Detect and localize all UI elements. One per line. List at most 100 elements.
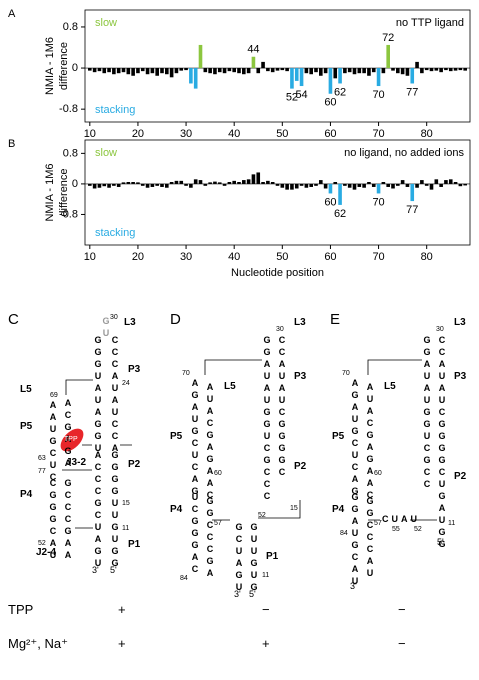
strand: AGAUGCUCAG <box>350 378 360 498</box>
position-number: 11 <box>122 525 130 532</box>
strand: CCCAUAUCCA <box>110 335 120 455</box>
bar <box>184 68 188 71</box>
annotation: no ligand, no added ions <box>344 147 464 159</box>
panel-letter: D <box>170 311 181 328</box>
connector <box>204 359 301 521</box>
bar <box>179 180 184 184</box>
bar <box>208 182 212 184</box>
bar <box>400 180 405 184</box>
end-label: 5' <box>110 565 117 575</box>
bar <box>367 182 371 184</box>
bar <box>319 68 323 76</box>
x-tick-label: 40 <box>228 251 240 263</box>
bar <box>165 183 169 188</box>
strand: ACGAGA <box>63 398 73 470</box>
helix-label: P3 <box>294 371 307 382</box>
bar <box>290 183 294 190</box>
x-tick-label: 40 <box>228 128 240 140</box>
x-tick-label: 60 <box>324 251 336 263</box>
bar <box>391 68 395 71</box>
bar <box>309 183 313 187</box>
strand: AGAUGCUCAG <box>190 378 200 498</box>
x-tick-label: 10 <box>84 251 96 263</box>
helix-label: P2 <box>454 471 467 482</box>
helix-label: L5 <box>20 384 32 395</box>
bar <box>391 183 395 189</box>
y-axis-label: NMIA - 1M6 <box>44 163 56 221</box>
y-tick-label: 0 <box>72 62 78 74</box>
position-number: 52 <box>38 540 46 547</box>
y-tick-label: 0.8 <box>63 147 78 159</box>
bar <box>338 68 342 84</box>
position-number: 11 <box>262 572 270 579</box>
bar <box>203 183 208 186</box>
bar-annotation: 44 <box>247 44 259 56</box>
bar <box>458 68 463 71</box>
bar <box>285 183 289 190</box>
condition-state: + <box>118 636 126 651</box>
bar <box>217 182 222 184</box>
bar <box>458 183 463 187</box>
bar <box>405 68 410 76</box>
bar <box>169 68 174 78</box>
strand: GGCCCGA <box>205 496 215 580</box>
bar <box>107 183 111 188</box>
bar <box>439 68 443 73</box>
helix-label: P5 <box>20 421 33 432</box>
bar <box>174 180 179 184</box>
bar <box>189 68 193 84</box>
bar <box>121 182 126 184</box>
plot-frame <box>84 9 471 123</box>
bar <box>126 68 131 75</box>
condition-state: + <box>262 636 270 651</box>
panel-letter: C <box>8 311 19 328</box>
bar <box>280 183 285 188</box>
bar <box>323 183 328 189</box>
bar <box>343 68 347 74</box>
bar <box>424 183 429 186</box>
bar <box>155 68 159 76</box>
bar <box>203 68 208 73</box>
bar <box>246 179 251 184</box>
bar <box>256 172 261 184</box>
tpp-ligand <box>60 428 84 452</box>
bar <box>314 68 318 73</box>
bar <box>328 183 333 194</box>
bar <box>434 68 439 71</box>
bar <box>362 183 366 188</box>
bar <box>463 183 467 186</box>
bar <box>304 68 309 74</box>
bar <box>261 182 265 184</box>
bar <box>136 182 140 184</box>
bar <box>314 183 318 186</box>
bar <box>319 180 323 184</box>
helix-label: P2 <box>128 459 141 470</box>
bar <box>270 182 275 184</box>
x-tick-label: 70 <box>372 128 384 140</box>
strand: CCAUAUCGGGGC <box>277 335 287 479</box>
position-number: 57 <box>374 520 382 527</box>
ligand-label: TPP <box>64 436 78 443</box>
bar <box>198 180 203 184</box>
bar <box>179 68 184 71</box>
strand: GCCCGAA <box>63 478 73 562</box>
panel-letter: E <box>330 311 341 328</box>
bar <box>415 183 419 188</box>
bar <box>453 182 458 184</box>
helix-label: P5 <box>170 431 183 442</box>
condition-state: + <box>118 602 126 617</box>
bar <box>285 68 289 72</box>
position-number: 63 <box>38 455 46 462</box>
y-tick-label: 0.8 <box>63 21 78 33</box>
helix-label: P2 <box>294 461 307 472</box>
bar <box>376 183 381 194</box>
bar-annotation: 52 <box>286 92 298 104</box>
bar <box>251 174 256 184</box>
helix-label: L3 <box>454 317 466 328</box>
bar-annotation: 60 <box>324 97 336 109</box>
strand: GGAUAUGGUCGCC <box>422 335 432 491</box>
helix-label: L5 <box>224 381 236 392</box>
position-number: 52 <box>414 526 422 533</box>
bar <box>193 179 198 184</box>
y-tick-label: -0.8 <box>59 208 78 220</box>
